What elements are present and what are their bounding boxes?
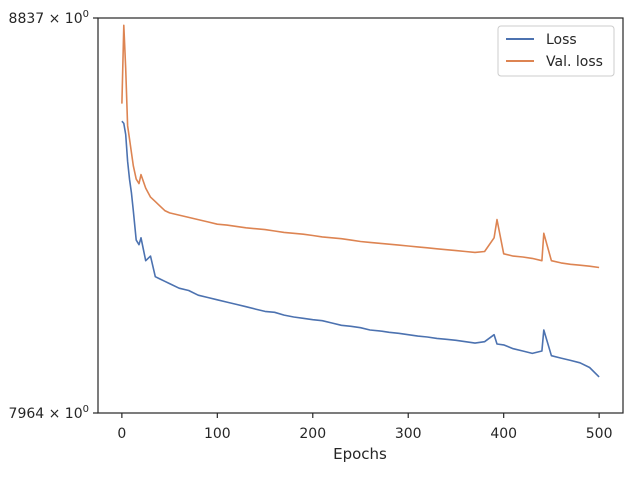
legend: Loss Val. loss <box>497 25 615 77</box>
x-axis-title: Epochs <box>333 445 387 463</box>
series-line-2 <box>121 24 600 269</box>
x-tick-label: 200 <box>299 426 326 442</box>
axes-frame <box>97 17 624 414</box>
x-tick-label: 100 <box>204 426 231 442</box>
plot-area <box>121 24 600 378</box>
legend-label: Val. loss <box>546 54 603 70</box>
y-tick-label: 8837 × 100 <box>9 9 89 27</box>
legend-label: Loss <box>546 32 577 48</box>
series-line-1 <box>121 120 600 378</box>
x-tick-label: 0 <box>117 426 126 442</box>
x-axis: 0 100 200 300 400 500 <box>117 413 613 442</box>
x-tick-label: 300 <box>395 426 422 442</box>
x-tick-label: 500 <box>586 426 613 442</box>
y-tick-label: 7964 × 100 <box>9 404 89 422</box>
y-axis: 8837 × 100 7964 × 100 <box>9 9 98 422</box>
x-tick-label: 400 <box>490 426 517 442</box>
